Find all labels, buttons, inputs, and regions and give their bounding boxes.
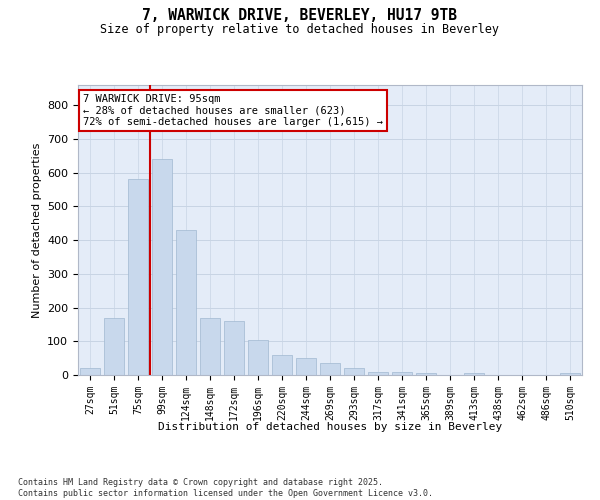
Bar <box>344 368 364 375</box>
Bar <box>128 180 148 375</box>
Text: 7 WARWICK DRIVE: 95sqm
← 28% of detached houses are smaller (623)
72% of semi-de: 7 WARWICK DRIVE: 95sqm ← 28% of detached… <box>83 94 383 127</box>
Bar <box>560 374 580 375</box>
Text: Size of property relative to detached houses in Beverley: Size of property relative to detached ho… <box>101 22 499 36</box>
Bar <box>80 368 100 375</box>
Bar <box>392 372 412 375</box>
Bar <box>416 374 436 375</box>
Bar <box>368 372 388 375</box>
Text: Distribution of detached houses by size in Beverley: Distribution of detached houses by size … <box>158 422 502 432</box>
Bar <box>464 374 484 375</box>
Text: Contains HM Land Registry data © Crown copyright and database right 2025.
Contai: Contains HM Land Registry data © Crown c… <box>18 478 433 498</box>
Bar <box>320 363 340 375</box>
Bar <box>272 355 292 375</box>
Bar <box>200 318 220 375</box>
Bar <box>152 159 172 375</box>
Bar <box>224 321 244 375</box>
Text: 7, WARWICK DRIVE, BEVERLEY, HU17 9TB: 7, WARWICK DRIVE, BEVERLEY, HU17 9TB <box>143 8 458 22</box>
Bar <box>104 318 124 375</box>
Bar <box>176 230 196 375</box>
Y-axis label: Number of detached properties: Number of detached properties <box>32 142 41 318</box>
Bar <box>248 340 268 375</box>
Bar <box>296 358 316 375</box>
